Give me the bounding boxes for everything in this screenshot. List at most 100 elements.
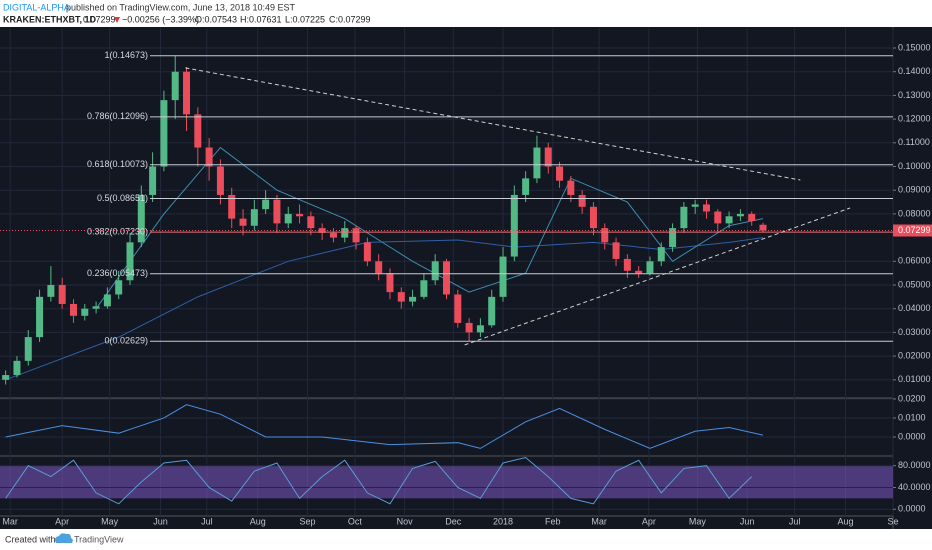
candle-body xyxy=(725,216,733,224)
candle-body xyxy=(81,308,89,316)
candle-body xyxy=(657,247,665,262)
last-price: 0.07299 xyxy=(83,14,116,24)
y-tick-label: 0.0100 xyxy=(898,412,926,422)
candle-body xyxy=(171,71,179,101)
y-tick-label: 0.0000 xyxy=(898,504,926,514)
last-price-box xyxy=(893,224,932,237)
candle-body xyxy=(386,273,394,293)
footer-brand: TradingView xyxy=(74,534,124,544)
candle-body xyxy=(47,284,55,297)
candle-body xyxy=(397,292,405,302)
y-tick-label: 0.05000 xyxy=(898,279,931,289)
candle-body xyxy=(341,228,349,238)
candle-body xyxy=(567,180,575,195)
candle-body xyxy=(318,228,326,233)
chart-bg xyxy=(0,27,932,529)
candle-body xyxy=(194,114,202,148)
candle-body xyxy=(2,375,10,380)
candle-body xyxy=(465,322,473,333)
published: published on TradingView.com, June 13, 2… xyxy=(66,2,295,12)
y-tick-label: 0.06000 xyxy=(898,256,931,266)
ohlc: O:0.07543 xyxy=(195,14,237,24)
x-tick-label: Mar xyxy=(2,516,18,526)
candle-body xyxy=(544,147,552,167)
candle-body xyxy=(431,261,439,281)
y-tick-label: 0.02000 xyxy=(898,350,931,360)
line xyxy=(5,404,764,449)
candle-body xyxy=(623,258,631,271)
footer-text: Created with xyxy=(5,534,56,544)
candle-body xyxy=(352,228,360,243)
x-tick-label: Dec xyxy=(445,516,462,526)
candle-body xyxy=(36,296,44,338)
candle-body xyxy=(635,270,643,274)
fib-label: 0.5(0.08651) xyxy=(97,193,148,203)
candle-body xyxy=(375,261,383,274)
y-tick-label: 0.0200 xyxy=(898,393,926,403)
candle-body xyxy=(250,209,258,226)
y-tick-label: 0.10000 xyxy=(898,161,931,171)
candle-body xyxy=(307,216,315,229)
change: −0.00256 (−3.39%) xyxy=(122,14,199,24)
candle-body xyxy=(228,194,236,219)
candle-body xyxy=(284,213,292,224)
candle-body xyxy=(499,256,507,297)
last-price-label: 0.07299 xyxy=(898,225,931,235)
candle-body xyxy=(759,224,767,231)
x-tick-label: Oct xyxy=(348,516,363,526)
candle-body xyxy=(476,325,484,333)
y-tick-label: 0.04000 xyxy=(898,303,931,313)
candle-body xyxy=(296,213,304,217)
logo xyxy=(55,533,73,543)
y-tick-label: 0.12000 xyxy=(898,113,931,123)
x-tick-label: Aug xyxy=(250,516,266,526)
y-tick-label: 0.13000 xyxy=(898,90,931,100)
candle-body xyxy=(556,166,564,181)
candle-body xyxy=(736,213,744,217)
candle-body xyxy=(103,294,111,307)
candle-body xyxy=(239,218,247,226)
x-tick-label: Aug xyxy=(838,516,854,526)
candle-body xyxy=(273,199,281,224)
y-tick-label: 0.01000 xyxy=(898,374,931,384)
y-tick-label: 0.11000 xyxy=(898,137,930,147)
candle-body xyxy=(24,337,32,361)
x-tick-label: Se xyxy=(887,516,898,526)
candle-body xyxy=(533,147,541,179)
x-tick-label: Jun xyxy=(153,516,168,526)
candle-body xyxy=(443,261,450,295)
trendline xyxy=(185,67,801,181)
candle-body xyxy=(126,242,134,281)
x-tick-label: 2018 xyxy=(493,516,513,526)
ohlc: L:0.07225 xyxy=(285,14,325,24)
candle-body xyxy=(646,261,654,274)
y-tick-label: 0.14000 xyxy=(898,66,931,76)
x-tick-label: Jul xyxy=(201,516,213,526)
footer-bg xyxy=(0,529,932,550)
candle-body xyxy=(409,296,417,302)
x-tick-label: Jun xyxy=(740,516,755,526)
symbol: KRAKEN:ETHXBT, 1D xyxy=(3,14,97,24)
candle-body xyxy=(183,71,191,115)
candle-body xyxy=(262,199,270,210)
fib-label: 0(0.02629) xyxy=(104,336,148,346)
author: DIGITAL-ALPHA xyxy=(3,2,70,12)
x-tick-label: Nov xyxy=(397,516,414,526)
candle-body xyxy=(522,178,530,195)
y-tick-label: 0.15000 xyxy=(898,42,931,52)
x-tick-label: Feb xyxy=(545,516,561,526)
candle-body xyxy=(669,228,677,248)
ohlc: C:0.07299 xyxy=(329,14,371,24)
ohlc: H:0.07631 xyxy=(240,14,282,24)
candle-body xyxy=(510,194,518,257)
candle-body xyxy=(216,166,224,195)
header-bg xyxy=(0,0,932,27)
band xyxy=(0,465,893,499)
x-tick-label: Apr xyxy=(642,516,656,526)
candle-body xyxy=(115,280,123,295)
candle-body xyxy=(612,242,620,259)
fib-label: 0.382(0.07230) xyxy=(87,227,148,237)
fib-label: 0.618(0.10073) xyxy=(87,159,148,169)
fib-label: 0.786(0.12096) xyxy=(87,111,148,121)
candle-body xyxy=(748,213,756,222)
